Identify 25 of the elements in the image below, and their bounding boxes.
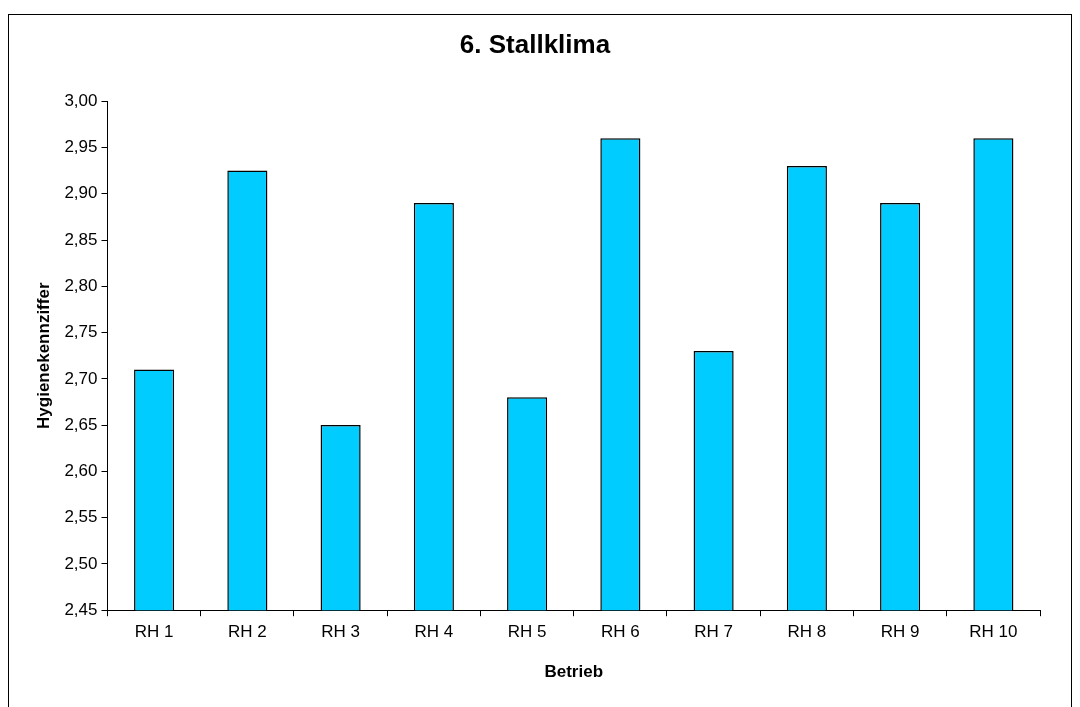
x-axis-title: Betrieb xyxy=(544,662,604,682)
x-tick-label: RH 10 xyxy=(969,622,1018,642)
y-tick-label: 2,70 xyxy=(64,368,98,388)
x-tick-label: RH 4 xyxy=(414,622,454,642)
y-tick-label: 2,95 xyxy=(64,137,98,157)
y-tick-label: 2,55 xyxy=(64,507,98,527)
y-tick-label: 2,80 xyxy=(64,275,98,295)
x-tick-label: RH 9 xyxy=(880,622,920,642)
x-tick-label: RH 2 xyxy=(228,622,267,642)
y-tick-label: 2,85 xyxy=(64,229,98,249)
y-tick-label: 2,45 xyxy=(64,599,98,619)
y-tick-label: 2,50 xyxy=(64,553,98,573)
y-tick-label: 2,75 xyxy=(64,322,98,342)
x-tick-label: RH 5 xyxy=(507,622,547,642)
chart-title: 6. Stallklima xyxy=(459,28,611,59)
x-tick-label: RH 7 xyxy=(694,622,733,642)
x-tick-label: RH 1 xyxy=(134,622,174,642)
y-tick-label: 2,60 xyxy=(64,461,98,481)
x-tick-label: RH 8 xyxy=(787,622,827,642)
y-tick-label: 2,65 xyxy=(64,414,98,434)
x-tick-label: RH 3 xyxy=(321,622,360,642)
y-tick-label: 3,00 xyxy=(64,90,98,110)
y-tick-label: 2,90 xyxy=(64,183,98,203)
x-tick-label: RH 6 xyxy=(601,622,640,642)
y-axis-title: Hygienekennziffer xyxy=(33,282,53,429)
